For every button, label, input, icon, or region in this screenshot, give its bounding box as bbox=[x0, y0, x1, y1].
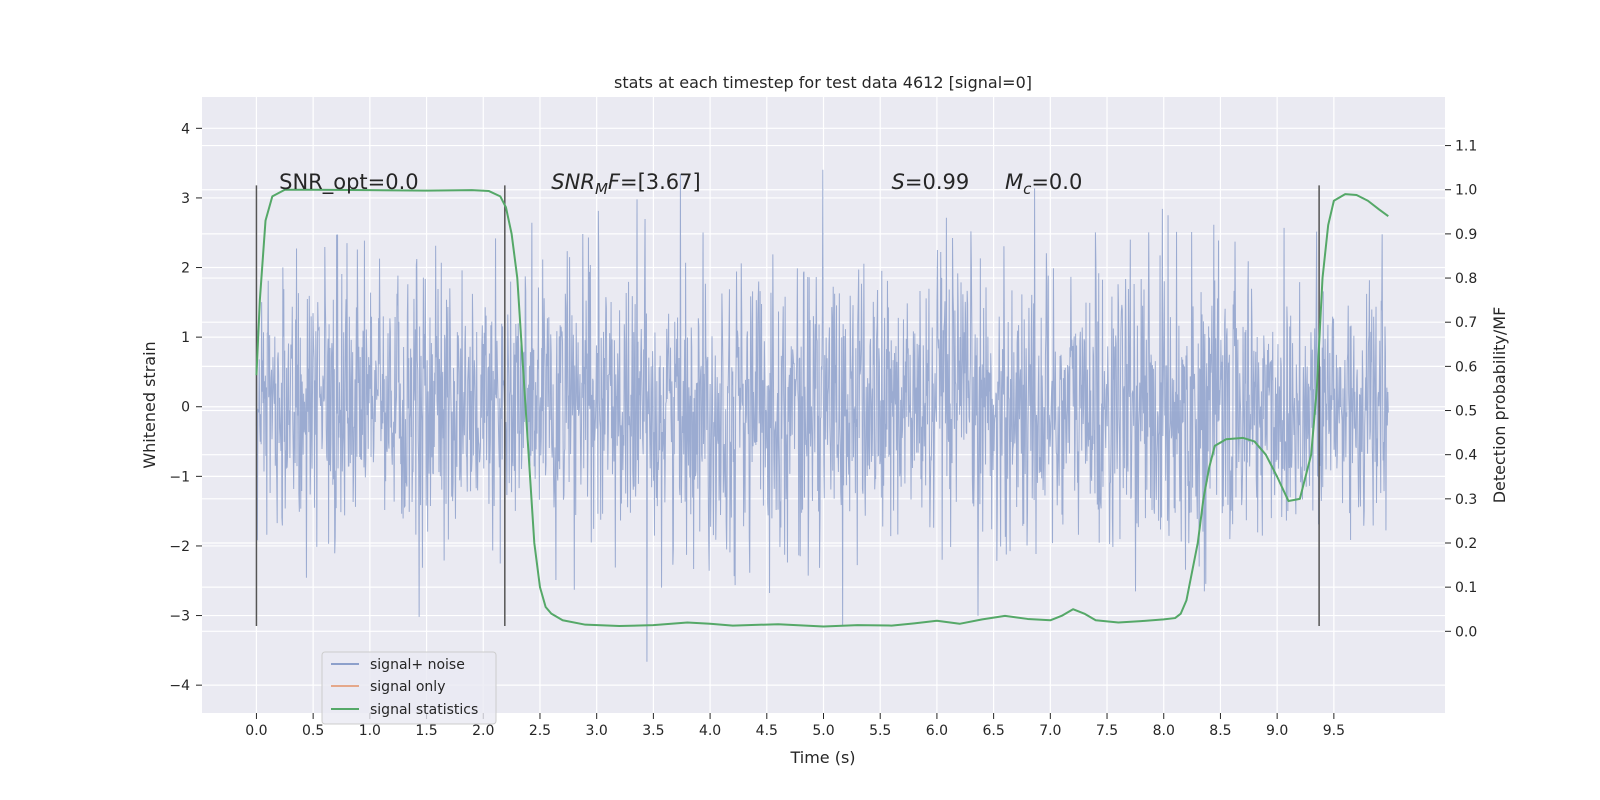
right-axis-ticks: 1.1 1.0 0.9 0.8 0.7 0.6 0.5 0.4 0.3 0.2 0.1 0.0 bbox=[1445, 139, 1477, 640]
annotation-1: SNRMF=[3.67] bbox=[551, 170, 700, 198]
x-tick-label-13: 6.5 bbox=[982, 723, 1004, 739]
legend-box bbox=[321, 651, 497, 725]
chart-title: stats at each timestep for test data 461… bbox=[614, 73, 1032, 92]
y-right-tick-label-11: 0.0 bbox=[1455, 624, 1477, 640]
series-path-signal-plus-noise bbox=[255, 169, 1389, 662]
x-tick-label-8: 4.0 bbox=[699, 723, 721, 739]
legend-label-signal-plus-noise: signal+ noise bbox=[370, 657, 465, 673]
x-tick-label-9: 4.5 bbox=[756, 723, 778, 739]
y-right-tick-label-8: 0.3 bbox=[1455, 492, 1477, 508]
y-tick-label-8: −4 bbox=[169, 678, 190, 694]
x-axis-label: Time (s) bbox=[789, 748, 855, 767]
x-tick-label-15: 7.5 bbox=[1096, 723, 1118, 739]
x-tick-label-2: 1.0 bbox=[359, 723, 381, 739]
y-right-tick-label-5: 0.6 bbox=[1455, 359, 1477, 375]
y-right-tick-label-4: 0.7 bbox=[1455, 315, 1477, 331]
x-tick-label-10: 5.0 bbox=[812, 723, 834, 739]
y-right-tick-label-0: 1.1 bbox=[1455, 139, 1477, 155]
legend-label-signal-only: signal only bbox=[370, 679, 445, 695]
y-tick-label-5: −1 bbox=[169, 469, 190, 485]
x-tick-label-7: 3.5 bbox=[642, 723, 664, 739]
x-tick-label-17: 8.5 bbox=[1209, 723, 1231, 739]
x-tick-label-14: 7.0 bbox=[1039, 723, 1061, 739]
x-axis-ticks: 0.0 0.5 1.0 1.5 2.0 2.5 3.0 3.5 4.0 4.5 5.0 5.5 6.0 6… bbox=[245, 713, 1345, 739]
x-tick-label-16: 8.0 bbox=[1153, 723, 1175, 739]
y-tick-label-1: 3 bbox=[181, 191, 190, 207]
vertical-markers bbox=[255, 185, 1320, 626]
y-right-tick-label-9: 0.2 bbox=[1455, 536, 1477, 552]
y-right-tick-label-3: 0.8 bbox=[1455, 271, 1477, 287]
left-axis-ticks: 4 3 2 1 0 −1 −2 −3 −4 bbox=[169, 121, 202, 694]
series-signal-plus-noise bbox=[255, 169, 1389, 662]
x-tick-label-5: 2.5 bbox=[529, 723, 551, 739]
y-tick-label-0: 4 bbox=[181, 121, 190, 137]
y-tick-label-2: 2 bbox=[181, 261, 190, 277]
x-tick-label-1: 0.5 bbox=[302, 723, 324, 739]
y-tick-label-4: 0 bbox=[181, 400, 190, 416]
x-tick-label-0: 0.0 bbox=[245, 723, 267, 739]
x-tick-label-12: 6.0 bbox=[926, 723, 948, 739]
x-tick-label-19: 9.5 bbox=[1323, 723, 1345, 739]
y-right-tick-label-1: 1.0 bbox=[1455, 183, 1477, 199]
annotation-0: SNR_opt=0.0 bbox=[279, 170, 419, 195]
annotation-3: Mc=0.0 bbox=[1005, 170, 1082, 198]
x-tick-label-11: 5.5 bbox=[869, 723, 891, 739]
x-tick-label-18: 9.0 bbox=[1266, 723, 1288, 739]
legend-label-signal-statistics: signal statistics bbox=[370, 702, 478, 718]
y-right-tick-label-10: 0.1 bbox=[1455, 580, 1477, 596]
y-tick-label-3: 1 bbox=[181, 330, 190, 346]
y-right-tick-label-6: 0.5 bbox=[1455, 404, 1477, 420]
x-tick-label-3: 1.5 bbox=[415, 723, 437, 739]
x-tick-label-4: 2.0 bbox=[472, 723, 494, 739]
series-path-signal-statistics bbox=[255, 188, 1389, 628]
legend: signal+ noise signal only signal statist… bbox=[321, 651, 497, 725]
annotation-2: S=0.99 bbox=[892, 170, 970, 194]
annotations: SNR_opt=0.0 SNRMF=[3.67] S=0.99 Mc=0.0 bbox=[279, 170, 1082, 198]
y-right-tick-label-2: 0.9 bbox=[1455, 227, 1477, 243]
y-axis-label: Whitened strain bbox=[140, 341, 159, 468]
y-right-axis-label: Detection probability/MF bbox=[1490, 307, 1509, 504]
x-tick-label-6: 3.0 bbox=[586, 723, 608, 739]
series-signal-statistics bbox=[255, 188, 1389, 628]
y-right-tick-label-7: 0.4 bbox=[1455, 448, 1477, 464]
y-tick-label-7: −3 bbox=[169, 609, 190, 625]
y-tick-label-6: −2 bbox=[169, 539, 190, 555]
